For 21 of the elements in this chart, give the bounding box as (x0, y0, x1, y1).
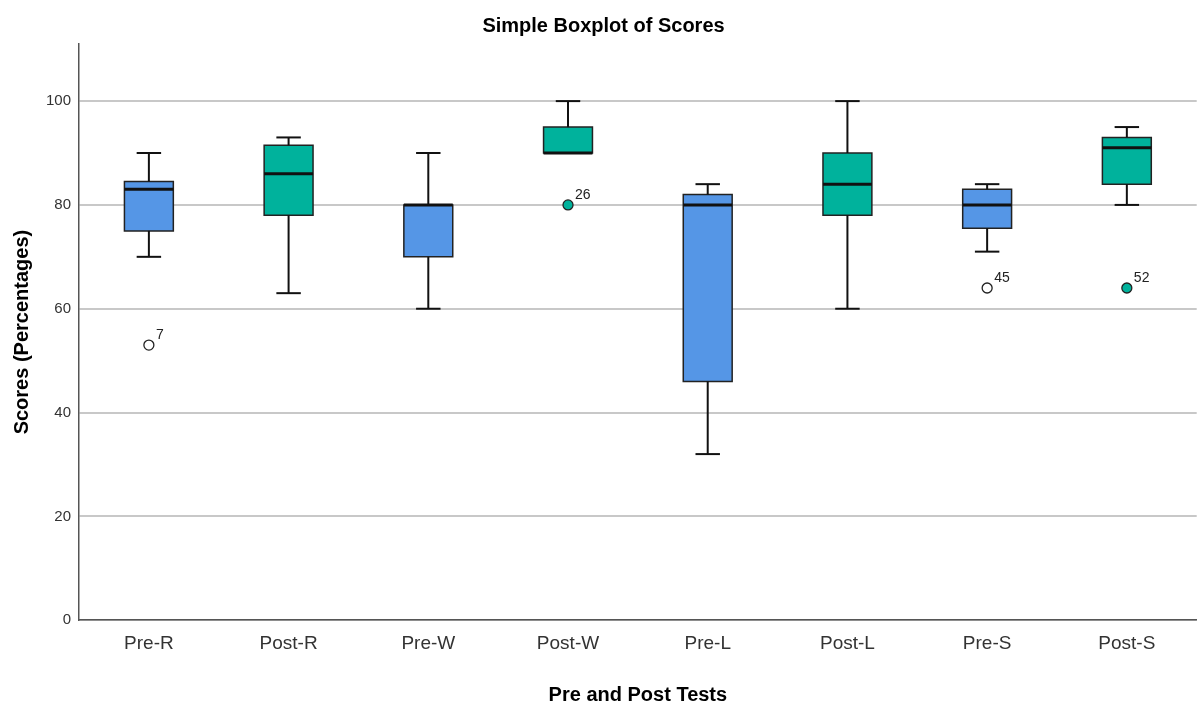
annotation: 45 (994, 268, 1010, 285)
x-tick-label: Pre-L (684, 631, 731, 653)
y-axis-title: Scores (Percentages) (9, 229, 32, 435)
x-tick-label: Post-R (259, 631, 318, 653)
annotation: 52 (1133, 268, 1150, 285)
x-tick-label: Pre-R (124, 631, 174, 653)
chart-title: Simple Boxplot of Scores (482, 13, 725, 36)
y-tick-label: 20 (54, 506, 72, 524)
y-tick-label: 100 (46, 91, 72, 109)
annotation: 7 (155, 325, 164, 342)
x-axis-title: Pre and Post Tests (548, 682, 728, 705)
x-tick-label: Pre-W (401, 631, 456, 653)
x-tick-label: Post-W (536, 631, 600, 653)
y-tick-label: 60 (54, 298, 72, 316)
y-tick-label: 0 (62, 610, 72, 628)
y-tick-label: 40 (54, 402, 72, 420)
annotation: 26 (575, 185, 591, 202)
y-tick-label: 80 (54, 195, 72, 213)
x-tick-label: Post-L (819, 631, 875, 653)
x-tick-label: Post-S (1098, 631, 1156, 653)
x-tick-label: Pre-S (962, 631, 1012, 653)
